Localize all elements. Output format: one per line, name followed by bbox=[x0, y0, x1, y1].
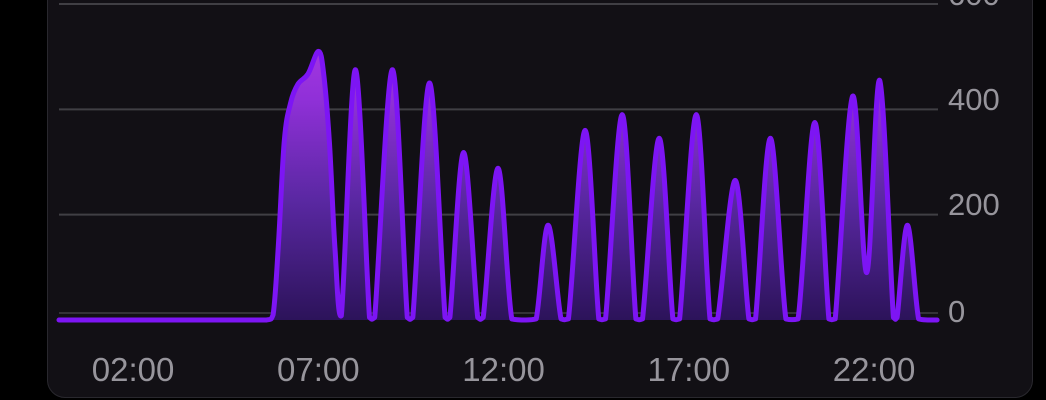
area-fill bbox=[59, 51, 938, 320]
x-tick-label: 12:00 bbox=[462, 351, 545, 388]
y-tick-label: 600 bbox=[948, 0, 1000, 10]
x-tick-label: 07:00 bbox=[277, 351, 360, 388]
area-line bbox=[56, 48, 940, 323]
y-tick-label: 0 bbox=[948, 293, 966, 329]
x-tick-label: 02:00 bbox=[91, 351, 175, 388]
y-tick-label: 200 bbox=[948, 187, 1000, 223]
chart-card bbox=[47, 0, 1033, 398]
x-tick-label: 17:00 bbox=[647, 351, 731, 388]
x-tick-label: 22:00 bbox=[832, 351, 916, 388]
y-tick-label: 400 bbox=[948, 81, 1000, 117]
